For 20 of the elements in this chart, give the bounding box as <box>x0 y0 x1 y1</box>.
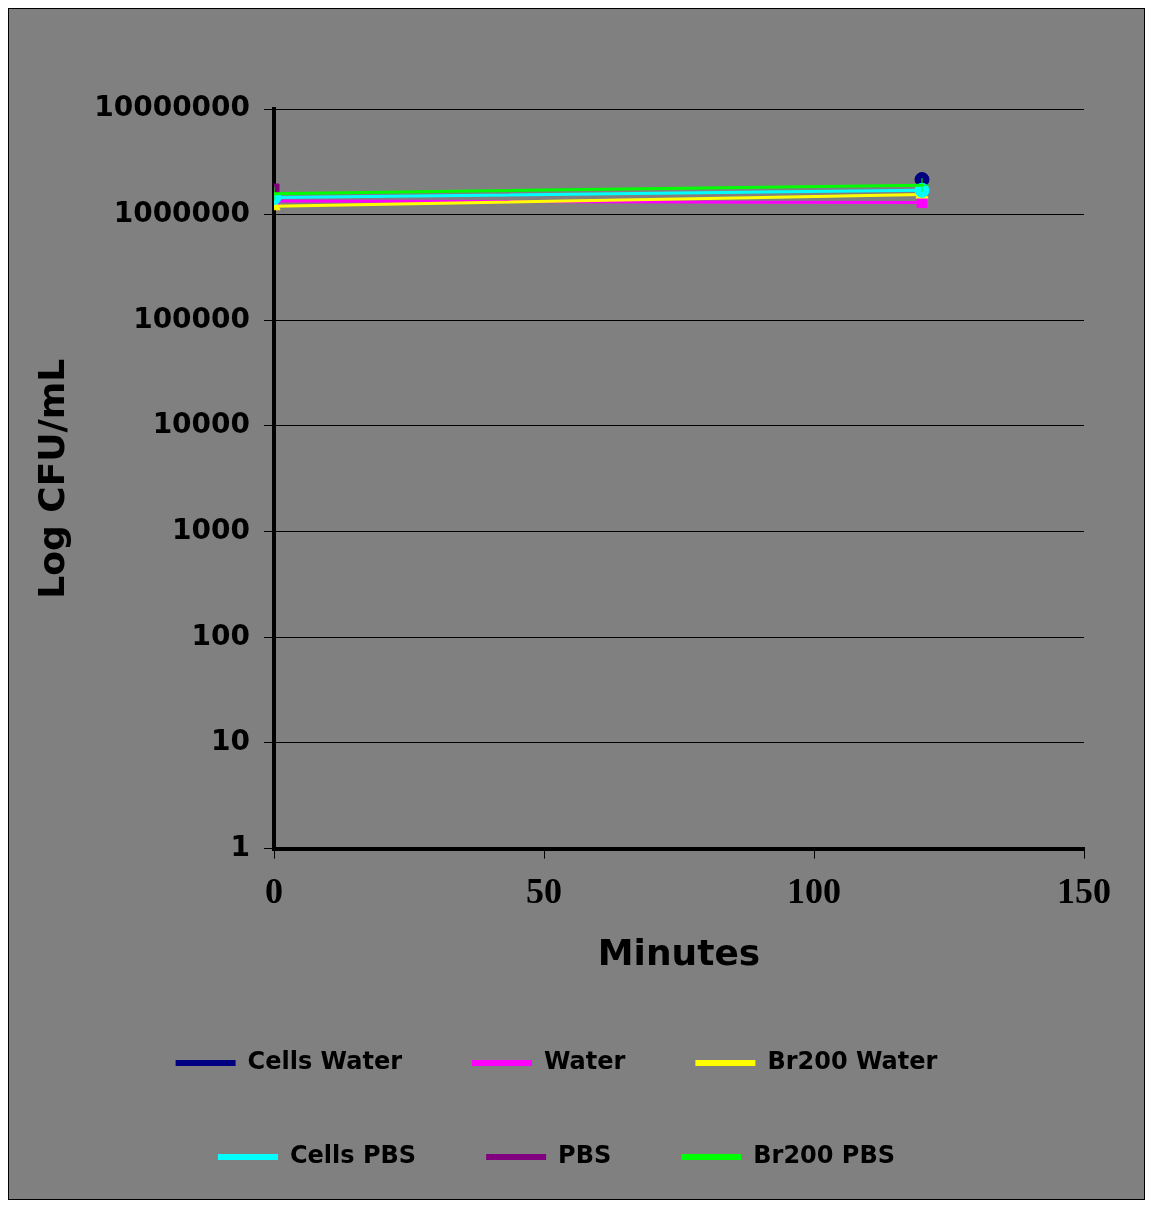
y-tick-label: 10000000 <box>94 90 251 124</box>
legend-label: Br200 PBS <box>753 1141 896 1170</box>
legend-label: Water <box>544 1047 626 1076</box>
y-axis-title: Log CFU/mL <box>30 358 72 599</box>
y-tick-label: 10 <box>211 724 251 758</box>
legend-label: Cells Water <box>247 1047 403 1076</box>
y-tick-label: 100 <box>191 618 251 652</box>
x-tick-label: 100 <box>787 871 842 912</box>
legend-label: Br200 Water <box>767 1047 938 1076</box>
x-axis-title: Minutes <box>597 931 761 973</box>
x-tick-label: 150 <box>1057 871 1111 912</box>
y-tick-label: 10000 <box>152 407 251 441</box>
y-tick-label: 1 <box>230 829 251 863</box>
y-tick-label: 1000 <box>172 512 251 546</box>
legend-label: PBS <box>558 1141 612 1170</box>
x-tick-label: 0 <box>265 871 284 912</box>
legend-label: Cells PBS <box>289 1141 417 1170</box>
y-tick-label: 1000000 <box>113 195 251 229</box>
x-tick-label: 50 <box>526 871 563 912</box>
y-tick-label: 100000 <box>133 301 251 335</box>
